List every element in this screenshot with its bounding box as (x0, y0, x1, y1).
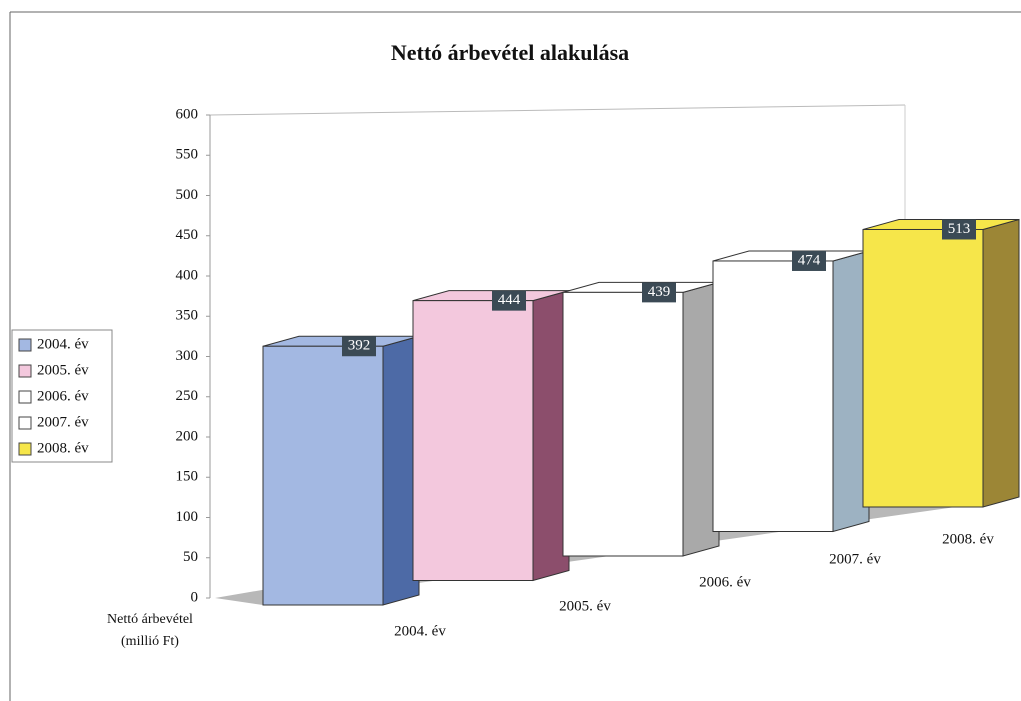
data-label: 439 (648, 284, 671, 300)
chart-title: Nettó árbevétel alakulása (391, 40, 629, 65)
legend-label: 2006. év (37, 388, 89, 404)
y-axis-label: (millió Ft) (121, 634, 179, 649)
y-tick-label: 200 (176, 428, 199, 444)
y-tick-label: 600 (176, 106, 199, 122)
data-label: 513 (948, 221, 971, 237)
data-label-box (642, 282, 676, 303)
back-wall (209, 104, 906, 116)
data-label-box (492, 290, 526, 311)
bar (862, 228, 984, 508)
x-tick-label: 2007. év (829, 551, 881, 567)
y-tick-label: 100 (176, 509, 199, 525)
legend-swatch (18, 416, 32, 430)
x-tick-label: 2005. év (559, 598, 611, 614)
y-tick-label: 400 (176, 267, 199, 283)
bar (412, 300, 534, 581)
x-tick-label: 2004. év (394, 623, 446, 639)
data-label: 444 (498, 292, 521, 308)
data-label-box (342, 336, 376, 357)
x-tick-label: 2006. év (699, 574, 751, 590)
y-tick-label: 500 (176, 187, 199, 203)
data-label: 474 (798, 252, 821, 268)
y-tick-label: 0 (191, 589, 199, 605)
data-label: 392 (348, 338, 371, 354)
legend-label: 2008. év (37, 440, 89, 456)
legend-label: 2004. év (37, 336, 89, 352)
y-tick-label: 50 (183, 549, 198, 565)
y-axis-label: Nettó árbevétel (107, 612, 193, 627)
legend-swatch (18, 442, 32, 456)
legend-swatch (18, 364, 32, 378)
bar (712, 260, 834, 532)
y-tick-label: 250 (176, 388, 199, 404)
y-tick-label: 450 (176, 227, 199, 243)
y-tick-label: 150 (176, 469, 199, 485)
legend-label: 2005. év (37, 362, 89, 378)
data-label-box (792, 250, 826, 271)
legend-label: 2007. év (37, 414, 89, 430)
bar (262, 345, 384, 606)
x-tick-label: 2008. év (942, 531, 994, 547)
bar (562, 291, 684, 557)
legend-swatch (18, 338, 32, 352)
y-tick-label: 300 (176, 348, 199, 364)
y-tick-label: 550 (176, 147, 199, 163)
legend-swatch (18, 390, 32, 404)
bar-side (982, 218, 1020, 508)
y-tick-label: 350 (176, 308, 199, 324)
data-label-box (942, 219, 976, 240)
